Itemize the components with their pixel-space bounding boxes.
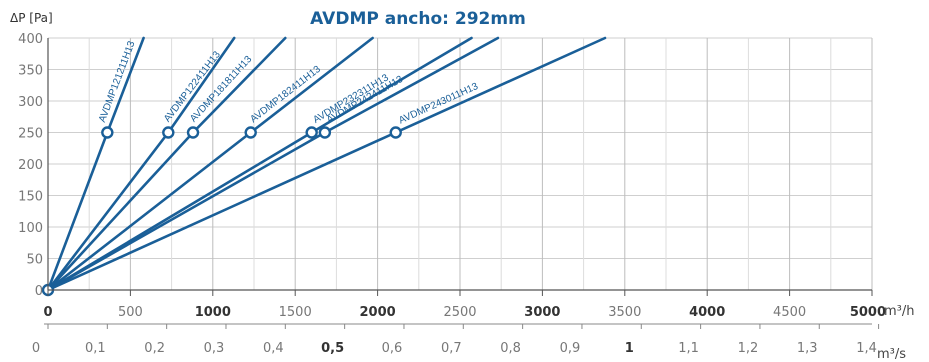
y-tick-label: 50 — [26, 253, 43, 268]
operating-point-marker — [305, 126, 318, 139]
series-label: AVDMP242411H13 — [325, 74, 405, 126]
x-tick-label: 4000 — [689, 305, 725, 320]
x2-tick-label: 0,2 — [144, 341, 165, 356]
x-tick-label: 2000 — [360, 305, 396, 320]
operating-point-marker — [101, 126, 114, 139]
y-tick-label: 200 — [18, 158, 43, 173]
y-tick-label: 250 — [18, 127, 43, 142]
y-tick-label: 300 — [18, 95, 43, 110]
x-axis-unit: m³/h — [884, 304, 915, 319]
x2-tick-label: 1,2 — [738, 341, 759, 356]
series-labels: AVDMP121211H13 AVDMP122411H13AVDMP181811H… — [97, 39, 480, 126]
x2-tick-label: 1 — [625, 341, 634, 356]
x2-tick-label: 0,8 — [500, 341, 521, 356]
x2-tick-label: 0,6 — [382, 341, 403, 356]
x-tick-label: 0 — [43, 305, 52, 320]
x2-tick-label: 0,5 — [321, 341, 344, 356]
y-tick-label: 350 — [18, 64, 43, 79]
y-axis-label: ΔP [Pa] — [10, 11, 53, 25]
operating-point-marker — [186, 126, 200, 139]
operating-point-marker — [244, 126, 257, 139]
x2-tick-label: 1,3 — [797, 341, 818, 356]
x-tick-label: 4500 — [773, 305, 806, 320]
operating-point-marker — [162, 126, 175, 139]
x-tick-label: 2500 — [443, 305, 476, 320]
x2-tick-label: 0 — [32, 341, 40, 356]
x-tick-label: 3000 — [524, 305, 560, 320]
x2-tick-label: 0,1 — [85, 341, 106, 356]
x2-axis-unit: m³/s — [877, 347, 906, 362]
x-tick-label: 1500 — [279, 305, 312, 320]
x2-tick-label: 0,9 — [560, 341, 581, 356]
x2-tick-label: 0,7 — [441, 341, 462, 356]
operating-point-marker — [389, 126, 402, 139]
x2-tick-label: 1,4 — [856, 341, 877, 356]
x-tick-label: 1000 — [195, 305, 231, 320]
series-label: AVDMP243011H13 — [397, 81, 480, 127]
operating-point-markers — [41, 126, 402, 297]
x2-tick-label: 0,4 — [263, 341, 284, 356]
x2-tick-label: 1,1 — [678, 341, 699, 356]
x-tick-label: 500 — [118, 305, 143, 320]
chart-title: AVDMP ancho: 292mm — [310, 9, 526, 29]
operating-point-marker — [318, 126, 332, 139]
grid — [47, 37, 873, 291]
y-tick-label: 150 — [18, 190, 43, 205]
y-tick-label: 0 — [35, 284, 43, 299]
y-tick-label: 100 — [18, 221, 43, 236]
x-tick-label: 5000 — [850, 305, 886, 320]
series-label: AVDMP121211H13 — [97, 39, 138, 124]
x2-tick-label: 0,3 — [204, 341, 225, 356]
x-tick-label: 3500 — [608, 305, 641, 320]
y-tick-label: 400 — [18, 32, 43, 47]
